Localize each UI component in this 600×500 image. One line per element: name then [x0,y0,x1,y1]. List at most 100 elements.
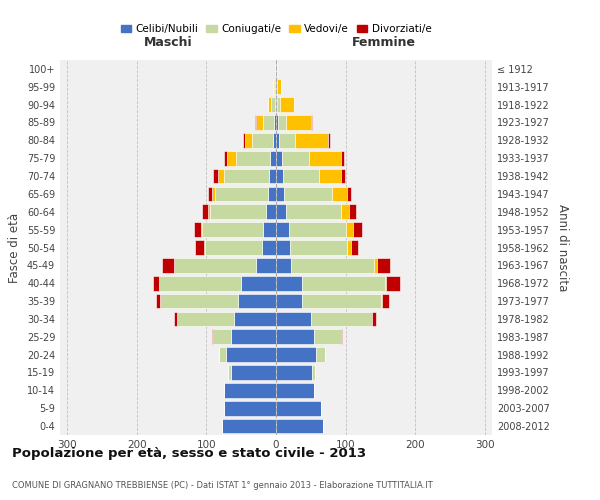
Bar [310,151,341,166]
Bar [162,258,174,272]
Bar [231,330,276,344]
Bar [278,115,286,130]
Y-axis label: Fasce di età: Fasce di età [8,212,21,282]
Bar [312,365,315,380]
Bar [277,98,280,112]
Bar [319,168,341,184]
Bar [269,168,276,184]
Bar [202,222,263,237]
Bar [275,80,276,94]
Bar [286,115,311,130]
Bar [386,276,400,290]
Bar [203,240,205,255]
Bar [276,240,290,255]
Bar [255,115,256,130]
Bar [218,168,224,184]
Bar [276,168,283,184]
Bar [276,98,277,112]
Bar [292,258,374,272]
Bar [212,168,218,184]
Bar [221,419,276,434]
Bar [276,115,278,130]
Bar [374,258,377,272]
Bar [266,204,276,219]
Bar [154,276,159,290]
Bar [276,294,302,308]
Bar [173,312,177,326]
Bar [195,240,203,255]
Bar [224,168,269,184]
Bar [280,133,295,148]
Bar [289,222,346,237]
Bar [194,222,201,237]
Text: Femmine: Femmine [352,36,416,50]
Bar [210,204,266,219]
Bar [251,133,272,148]
Bar [234,312,276,326]
Bar [205,240,262,255]
Bar [380,294,382,308]
Bar [212,186,215,201]
Bar [276,330,314,344]
Bar [347,186,350,201]
Bar [277,80,281,94]
Bar [262,240,276,255]
Text: Maschi: Maschi [143,36,193,50]
Bar [276,419,323,434]
Bar [316,348,325,362]
Bar [224,401,276,415]
Bar [156,294,160,308]
Bar [276,348,316,362]
Bar [276,383,314,398]
Bar [238,294,276,308]
Bar [212,330,213,344]
Bar [268,98,271,112]
Bar [256,115,263,130]
Bar [382,294,389,308]
Bar [314,330,341,344]
Bar [202,204,208,219]
Bar [245,133,251,148]
Text: COMUNE DI GRAGNANO TREBBIENSE (PC) - Dati ISTAT 1° gennaio 2013 - Elaborazione T: COMUNE DI GRAGNANO TREBBIENSE (PC) - Dat… [12,480,433,490]
Bar [353,222,362,237]
Bar [274,80,275,94]
Bar [347,240,350,255]
Bar [280,98,294,112]
Bar [219,348,226,362]
Bar [276,151,281,166]
Bar [271,151,276,166]
Bar [226,348,276,362]
Bar [263,115,274,130]
Bar [349,204,356,219]
Bar [174,258,256,272]
Bar [177,312,234,326]
Bar [276,312,311,326]
Bar [286,204,341,219]
Bar [302,294,380,308]
Bar [311,312,372,326]
Bar [283,168,319,184]
Bar [276,80,277,94]
Bar [341,151,344,166]
Bar [346,222,353,237]
Bar [276,62,277,76]
Bar [372,312,376,326]
Bar [201,222,202,237]
Bar [276,276,302,290]
Bar [160,294,238,308]
Bar [272,80,274,94]
Bar [350,240,358,255]
Bar [208,204,210,219]
Y-axis label: Anni di nascita: Anni di nascita [556,204,569,291]
Bar [228,365,231,380]
Bar [377,258,389,272]
Bar [243,133,245,148]
Bar [227,151,236,166]
Bar [276,186,284,201]
Legend: Celibi/Nubili, Coniugati/e, Vedovi/e, Divorziati/e: Celibi/Nubili, Coniugati/e, Vedovi/e, Di… [116,20,436,38]
Bar [341,168,345,184]
Bar [341,330,342,344]
Bar [295,133,328,148]
Bar [276,204,286,219]
Bar [276,258,292,272]
